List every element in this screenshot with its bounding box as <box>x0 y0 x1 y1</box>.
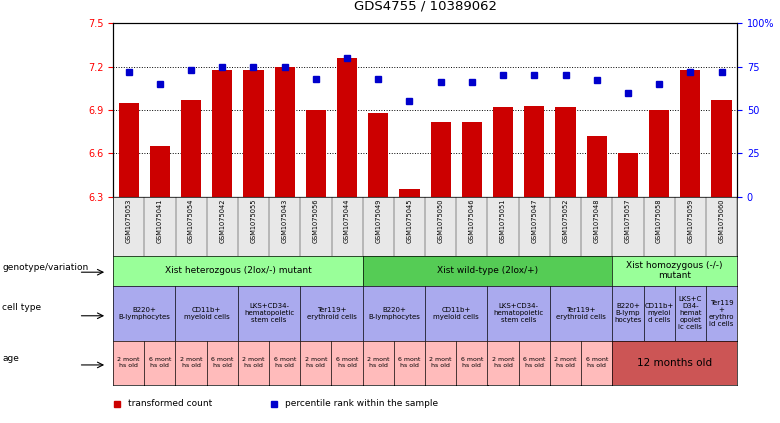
Text: 2 mont
hs old: 2 mont hs old <box>492 357 514 368</box>
Text: 12 months old: 12 months old <box>637 358 712 368</box>
Text: GSM1075056: GSM1075056 <box>313 198 319 243</box>
Bar <box>243 69 264 197</box>
Text: Ter119+
erythroid cells: Ter119+ erythroid cells <box>556 307 606 319</box>
Bar <box>275 66 295 197</box>
Text: Ter119
+
erythro
id cells: Ter119 + erythro id cells <box>709 299 734 327</box>
Bar <box>462 121 482 197</box>
Bar <box>555 107 576 197</box>
Bar <box>493 107 513 197</box>
Text: GSM1075047: GSM1075047 <box>531 198 537 243</box>
Text: GSM1075043: GSM1075043 <box>282 198 288 243</box>
Text: 6 mont
hs old: 6 mont hs old <box>274 357 296 368</box>
Bar <box>181 100 201 197</box>
Text: 2 mont
hs old: 2 mont hs old <box>180 357 202 368</box>
Text: LKS+C
D34-
hemat
opoiet
ic cells: LKS+C D34- hemat opoiet ic cells <box>679 296 702 330</box>
Text: B220+
B-lymphocytes: B220+ B-lymphocytes <box>368 307 420 319</box>
Bar <box>431 121 451 197</box>
Bar <box>119 103 139 197</box>
Text: genotype/variation: genotype/variation <box>2 263 88 272</box>
Bar <box>150 146 170 197</box>
Text: GSM1075045: GSM1075045 <box>406 198 413 243</box>
Text: GSM1075048: GSM1075048 <box>594 198 600 243</box>
Text: 2 mont
hs old: 2 mont hs old <box>305 357 327 368</box>
Text: CD11b+
myeloid cells: CD11b+ myeloid cells <box>184 307 229 319</box>
Text: B220+
B-lymphocytes: B220+ B-lymphocytes <box>119 307 170 319</box>
Text: 2 mont
hs old: 2 mont hs old <box>555 357 576 368</box>
Text: transformed count: transformed count <box>128 399 212 409</box>
Text: GSM1075046: GSM1075046 <box>469 198 475 243</box>
Text: GSM1075041: GSM1075041 <box>157 198 163 243</box>
Text: 6 mont
hs old: 6 mont hs old <box>461 357 483 368</box>
Text: GSM1075051: GSM1075051 <box>500 198 506 243</box>
Bar <box>649 110 669 197</box>
Text: GSM1075058: GSM1075058 <box>656 198 662 243</box>
Text: 6 mont
hs old: 6 mont hs old <box>336 357 358 368</box>
Text: age: age <box>2 354 19 363</box>
Text: GSM1075060: GSM1075060 <box>718 198 725 243</box>
Text: GSM1075053: GSM1075053 <box>126 198 132 243</box>
Text: LKS+CD34-
hematopoietic
stem cells: LKS+CD34- hematopoietic stem cells <box>244 303 294 323</box>
Text: 6 mont
hs old: 6 mont hs old <box>523 357 545 368</box>
Bar <box>524 106 544 197</box>
Text: 6 mont
hs old: 6 mont hs old <box>149 357 171 368</box>
Text: B220+
B-lymp
hocytes: B220+ B-lymp hocytes <box>614 303 642 323</box>
Text: CD11b+
myeloi
d cells: CD11b+ myeloi d cells <box>644 303 674 323</box>
Text: GSM1075057: GSM1075057 <box>625 198 631 243</box>
Bar <box>337 58 357 197</box>
Text: GSM1075059: GSM1075059 <box>687 198 693 243</box>
Text: 6 mont
hs old: 6 mont hs old <box>586 357 608 368</box>
Text: GDS4755 / 10389062: GDS4755 / 10389062 <box>353 0 497 13</box>
Text: 2 mont
hs old: 2 mont hs old <box>430 357 452 368</box>
Text: CD11b+
myeloid cells: CD11b+ myeloid cells <box>434 307 479 319</box>
Bar <box>368 113 388 197</box>
Text: LKS+CD34-
hematopoietic
stem cells: LKS+CD34- hematopoietic stem cells <box>494 303 544 323</box>
Text: 6 mont
hs old: 6 mont hs old <box>399 357 420 368</box>
Text: GSM1075042: GSM1075042 <box>219 198 225 243</box>
Text: GSM1075055: GSM1075055 <box>250 198 257 243</box>
Text: GSM1075052: GSM1075052 <box>562 198 569 243</box>
Text: GSM1075044: GSM1075044 <box>344 198 350 243</box>
Bar <box>306 110 326 197</box>
Text: percentile rank within the sample: percentile rank within the sample <box>285 399 438 409</box>
Text: GSM1075054: GSM1075054 <box>188 198 194 243</box>
Text: GSM1075050: GSM1075050 <box>438 198 444 243</box>
Bar <box>618 153 638 197</box>
Text: cell type: cell type <box>2 303 41 312</box>
Text: 2 mont
hs old: 2 mont hs old <box>118 357 140 368</box>
Text: 6 mont
hs old: 6 mont hs old <box>211 357 233 368</box>
Text: Xist heterozgous (2lox/-) mutant: Xist heterozgous (2lox/-) mutant <box>165 266 311 275</box>
Text: 2 mont
hs old: 2 mont hs old <box>367 357 389 368</box>
Bar <box>680 69 700 197</box>
Text: Xist wild-type (2lox/+): Xist wild-type (2lox/+) <box>437 266 538 275</box>
Text: GSM1075049: GSM1075049 <box>375 198 381 243</box>
Text: Xist homozygous (-/-)
mutant: Xist homozygous (-/-) mutant <box>626 261 723 280</box>
Bar <box>212 69 232 197</box>
Bar <box>587 136 607 197</box>
Bar <box>711 100 732 197</box>
Text: Ter119+
erythroid cells: Ter119+ erythroid cells <box>307 307 356 319</box>
Text: 2 mont
hs old: 2 mont hs old <box>243 357 264 368</box>
Bar <box>399 190 420 197</box>
